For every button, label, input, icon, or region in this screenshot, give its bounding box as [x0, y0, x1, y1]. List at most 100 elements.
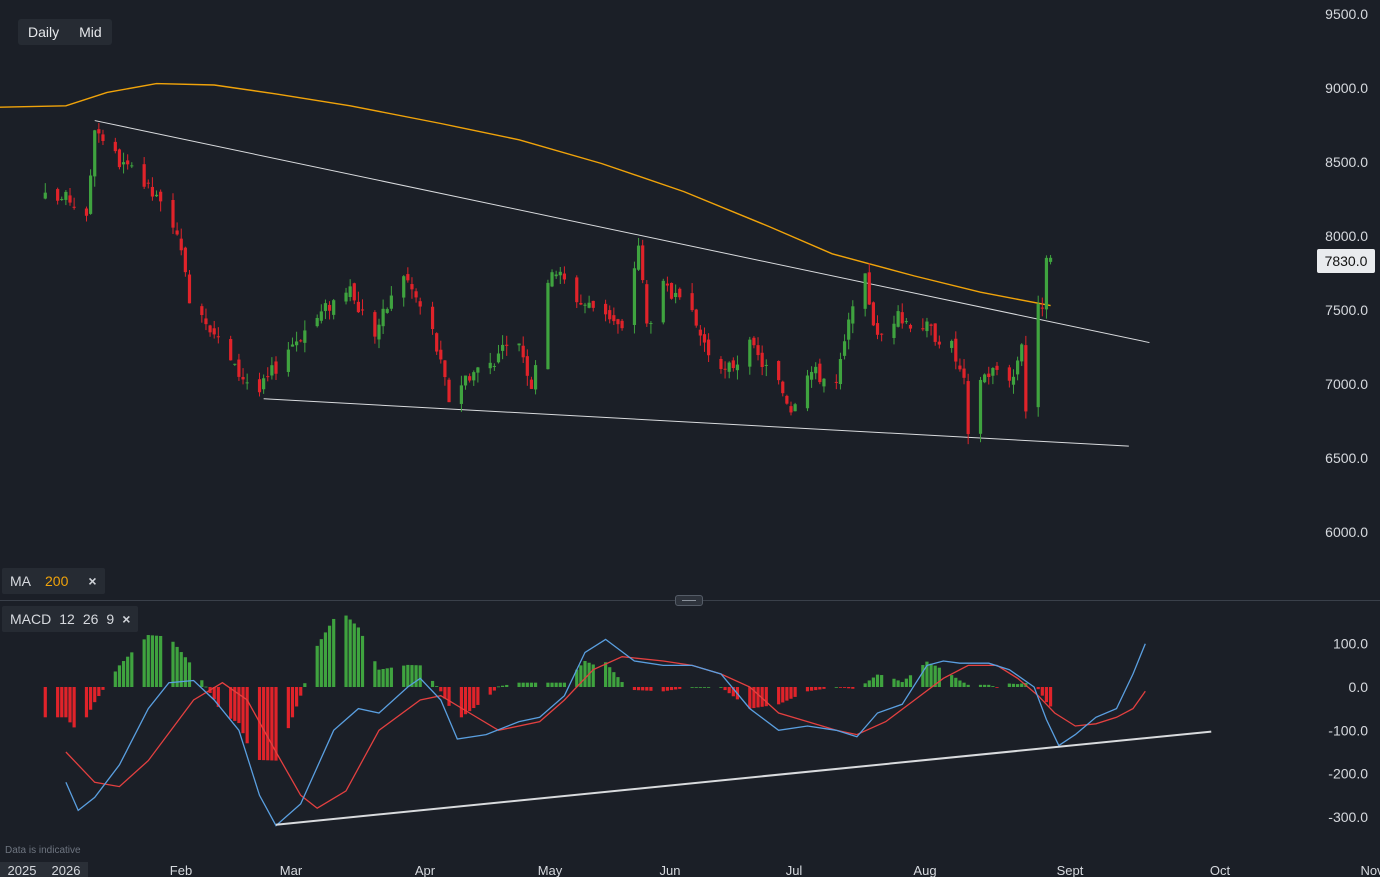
ma-remove-icon[interactable]: × [88, 573, 97, 589]
candle-down [447, 379, 451, 403]
macd-histogram-bar [463, 687, 468, 715]
macd-histogram-bar [678, 687, 682, 689]
candle-up [805, 375, 810, 409]
macd-histogram-bar [900, 682, 904, 687]
macd-histogram-bar [698, 687, 702, 688]
macd-histogram-bar [983, 684, 987, 687]
pane-resize-handle[interactable] [675, 595, 703, 606]
candle-down [645, 284, 649, 324]
macd-histogram-bar [501, 685, 505, 687]
month-label: Jun [660, 863, 681, 877]
macd-histogram-bar [402, 665, 406, 687]
candle-up [130, 165, 134, 167]
disclaimer-text: Data is indicative [5, 845, 81, 856]
macd-histogram-bar [216, 687, 220, 707]
macd-histogram-bar [43, 687, 47, 718]
macd-histogram-bar [616, 677, 620, 687]
candle-down [439, 349, 443, 360]
macd-slow: 26 [82, 611, 99, 627]
candle-up [748, 339, 752, 367]
macd-histogram-layer [43, 615, 1053, 761]
macd-histogram-bar [937, 667, 941, 687]
candle-down [604, 303, 608, 315]
candle-down [97, 129, 101, 134]
price-tick-label: 8500.0 [1325, 154, 1368, 170]
candle-down [360, 309, 365, 311]
macd-histogram-bar [966, 684, 970, 687]
candle-down [159, 191, 163, 202]
macd-histogram-bar [97, 687, 101, 697]
candle-up [496, 353, 501, 363]
macd-histogram-bar [991, 686, 995, 687]
macd-histogram-bar [406, 664, 410, 687]
macd-histogram-bar [674, 687, 678, 690]
macd-histogram-bar [608, 667, 612, 687]
ma-label: MA [10, 573, 31, 589]
macd-histogram-bar [175, 646, 179, 687]
macd-histogram-bar [113, 671, 117, 687]
candle-down [781, 381, 785, 394]
candle-down [505, 344, 509, 346]
candle-up [847, 319, 851, 340]
ma-legend: MA 200 × [2, 568, 105, 594]
candle-up [558, 271, 562, 276]
candle-up [583, 304, 587, 306]
macd-histogram-bar [661, 687, 665, 692]
candle-up [661, 280, 665, 323]
candle-up [822, 378, 826, 387]
macd-histogram-bar [241, 687, 245, 734]
macd-histogram-bar [978, 684, 983, 687]
candle-up [43, 192, 47, 199]
candle-down [698, 329, 702, 336]
price-tick-label: 7500.0 [1325, 302, 1368, 318]
candle-up [245, 382, 249, 384]
candle-down [777, 361, 781, 381]
macd-histogram-bar [286, 687, 290, 729]
macd-histogram-bar [727, 687, 731, 694]
candle-down [871, 302, 875, 326]
macd-histogram-bar [212, 687, 216, 700]
year-label: 2026 [52, 863, 81, 877]
candle-down [237, 359, 241, 377]
candle-down [187, 274, 192, 304]
axis-labels-layer: 9500.0 9000.0 8500.0 8000.0 7500.0 7000.0 6500… [0, 6, 1380, 877]
candle-down [900, 312, 904, 324]
macd-remove-icon[interactable]: × [122, 611, 131, 627]
candle-up [533, 365, 538, 390]
macd-histogram-bar [834, 687, 838, 688]
macd-histogram-bar [443, 687, 447, 699]
candle-down [274, 361, 278, 374]
macd-fast: 12 [59, 611, 75, 627]
macd-label: MACD [10, 611, 52, 627]
candle-up [89, 175, 93, 214]
macd-histogram-bar [1040, 687, 1044, 696]
candle-down [620, 320, 624, 329]
macd-histogram-bar [880, 675, 884, 687]
macd-histogram-bar [554, 682, 558, 687]
candle-up [983, 374, 987, 383]
macd-histogram-bar [389, 667, 393, 687]
macd-histogram-bar [299, 687, 303, 696]
macd-histogram-bar [950, 675, 954, 687]
macd-tick-label: -100.0 [1328, 722, 1368, 738]
price-type-button[interactable]: Mid [79, 24, 102, 40]
macd-histogram-bar [562, 682, 566, 687]
macd-histogram-bar [818, 687, 822, 690]
macd-histogram-bar [921, 665, 925, 687]
candle-up [674, 292, 678, 298]
macd-legend: MACD 12 26 9 × [2, 606, 139, 632]
price-tick-label: 6500.0 [1325, 450, 1368, 466]
candle-up [636, 245, 641, 270]
macd-histogram-bar [204, 686, 208, 688]
candle-up [121, 162, 126, 165]
interval-button[interactable]: Daily [28, 24, 60, 40]
macd-histogram-bar [764, 687, 768, 707]
support-trendline [263, 398, 1129, 447]
candle-down [707, 339, 711, 356]
macd-histogram-bar [56, 687, 60, 718]
macd-histogram-bar [381, 668, 385, 687]
macd-histogram-bar [435, 686, 439, 687]
candle-down [608, 310, 612, 320]
macd-histogram-bar [183, 657, 187, 687]
